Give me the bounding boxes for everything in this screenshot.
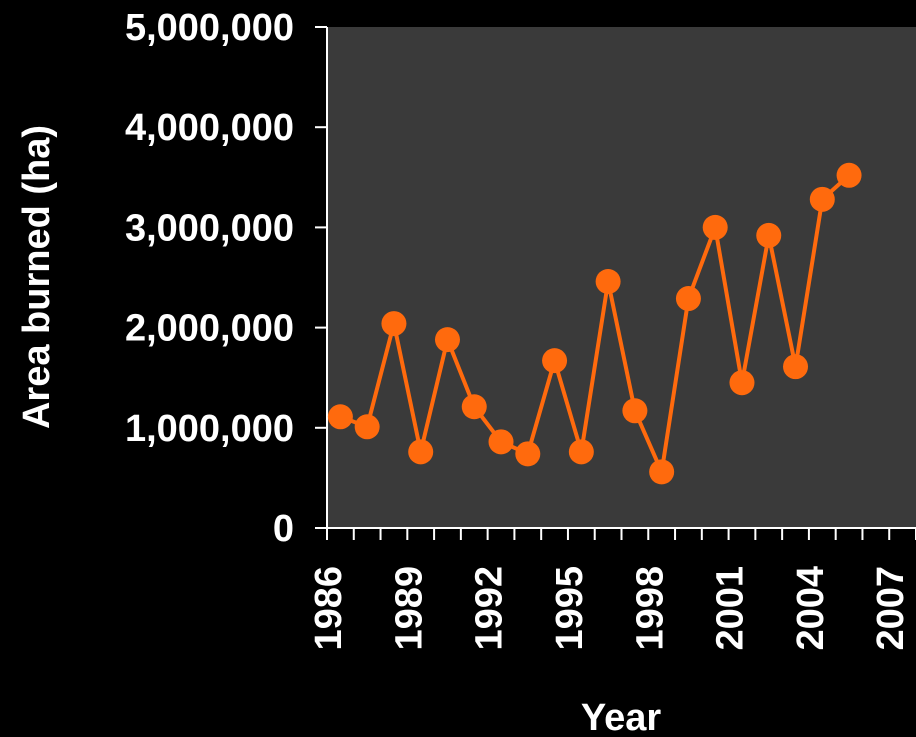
data-point	[461, 394, 487, 420]
data-point	[702, 214, 728, 240]
y-tick-label: 3,000,000	[125, 207, 294, 249]
series-points	[327, 162, 862, 485]
data-point	[649, 459, 675, 485]
y-tick-label: 4,000,000	[125, 107, 294, 149]
data-point	[327, 404, 353, 430]
y-axis-tick-labels: 0 1,000,000 2,000,000 3,000,000 4,000,000 5,0…	[125, 7, 294, 550]
data-point	[836, 162, 862, 188]
data-point	[809, 186, 835, 212]
x-tick-label: 2001	[710, 566, 752, 651]
x-tick-label: 2004	[790, 566, 832, 651]
data-point	[622, 398, 648, 424]
data-point	[783, 354, 809, 380]
x-tick-label: 1995	[549, 566, 591, 651]
data-point	[756, 222, 782, 248]
x-axis-title: Year	[581, 697, 662, 737]
data-point	[354, 414, 380, 440]
data-point	[381, 311, 407, 337]
data-point	[488, 429, 514, 455]
data-point	[542, 348, 568, 374]
x-axis-tick-labels: 1986 1989 1992 1995 1998 2001 2004 2007	[308, 566, 912, 651]
y-tick-label: 1,000,000	[125, 408, 294, 450]
y-tick-label: 2,000,000	[125, 308, 294, 350]
data-point	[515, 441, 541, 467]
x-tick-label: 1986	[308, 566, 350, 651]
x-tick-label: 1992	[469, 566, 511, 651]
data-point	[675, 286, 701, 312]
y-tick-label: 0	[273, 508, 294, 550]
data-point	[434, 327, 460, 353]
x-axis-ticks	[326, 528, 916, 540]
data-point	[729, 370, 755, 396]
data-point	[568, 439, 594, 465]
x-tick-label: 2007	[870, 566, 912, 651]
data-point	[595, 269, 621, 295]
x-tick-label: 1989	[388, 566, 430, 651]
y-axis-title: Area burned (ha)	[16, 125, 58, 429]
x-tick-label: 1998	[629, 566, 671, 651]
series-line	[339, 173, 851, 474]
y-tick-label: 5,000,000	[125, 7, 294, 49]
y-axis-ticks	[315, 26, 327, 529]
data-point	[408, 439, 434, 465]
